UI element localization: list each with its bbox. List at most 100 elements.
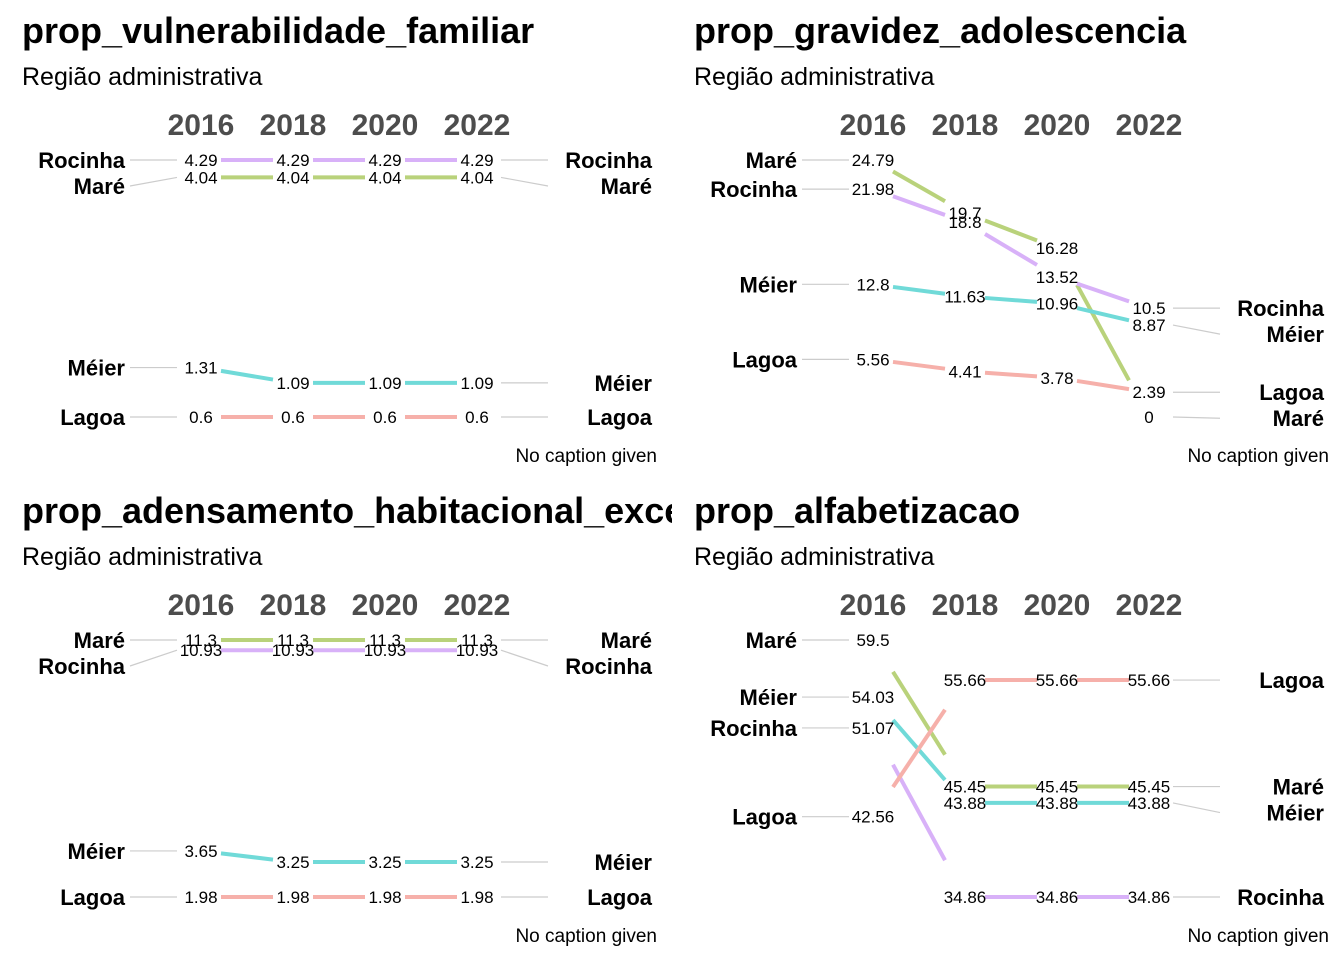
series-segment-rocinha: [892, 194, 946, 217]
series-segment-mare: [984, 218, 1038, 243]
value-label-mare-2018: 4.04: [276, 168, 309, 187]
series-segment-meier: [892, 284, 946, 296]
value-label-mare-2018: 45.45: [944, 778, 987, 797]
region-label-left-rocinha: Rocinha: [710, 177, 798, 202]
value-label-meier-2016: 3.65: [184, 842, 217, 861]
slope-chart: prop_adensamento_habitacional_excessivo R…: [22, 490, 672, 947]
region-label-right-meier: Méier: [1267, 322, 1325, 347]
slope-chart: prop_alfabetizacao Região administrativa N…: [694, 490, 1329, 947]
year-header-2022: 2022: [444, 109, 511, 142]
region-label-right-mare: Maré: [1273, 775, 1324, 800]
value-label-lagoa-2016: 5.56: [856, 350, 889, 369]
leader-lines: [129, 639, 549, 898]
value-label-meier-2020: 3.25: [368, 853, 401, 872]
region-label-left-rocinha: Rocinha: [38, 148, 126, 173]
series-lines: [891, 670, 1129, 899]
value-label-mare-2018: 19.7: [948, 204, 981, 223]
chart-title: prop_gravidez_adolescencia: [694, 10, 1187, 51]
series-segment-mare: [892, 169, 946, 204]
value-label-meier-2020: 10.96: [1036, 294, 1079, 313]
value-label-lagoa-2016: 1.98: [184, 888, 217, 907]
series-segment-rocinha: [891, 763, 947, 862]
region-label-right-meier: Méier: [1267, 801, 1325, 826]
value-label-rocinha-2016: 21.98: [852, 180, 895, 199]
region-label-left-rocinha: Rocinha: [38, 654, 126, 679]
series-segment-meier: [1076, 306, 1130, 323]
chart-panel-prop-gravidez-adolescencia: prop_gravidez_adolescencia Região adminis…: [672, 0, 1344, 480]
series-segment-mare: [1075, 283, 1131, 382]
value-label-lagoa-2016: 0.6: [189, 408, 213, 427]
slope-chart: prop_gravidez_adolescencia Região adminis…: [694, 10, 1329, 467]
value-labels: 11.3 11.3 11.3 11.310.93 10.93 10.93 10.933.65…: [180, 631, 499, 907]
value-label-lagoa-2020: 0.6: [373, 408, 397, 427]
value-label-mare-2022: 11.3: [461, 631, 493, 650]
value-label-mare-2020: 11.3: [369, 631, 401, 650]
value-label-lagoa-2022: 1.98: [460, 888, 493, 907]
value-label-lagoa-2018: 55.66: [944, 671, 987, 690]
region-label-right-lagoa: Lagoa: [1259, 380, 1325, 405]
series-segment-lagoa: [984, 370, 1038, 379]
value-label-meier-2020: 43.88: [1036, 794, 1079, 813]
region-label-right-rocinha: Rocinha: [565, 148, 653, 173]
value-label-lagoa-2020: 55.66: [1036, 671, 1079, 690]
value-label-lagoa-2018: 1.98: [276, 888, 309, 907]
year-header-2016: 2016: [840, 589, 907, 622]
region-label-right-lagoa: Lagoa: [587, 405, 653, 430]
value-labels: 24.79 19.7 16.28 0 21.98 18.8 13.52 10.5 12.8 11.…: [852, 151, 1166, 427]
region-label-left-lagoa: Lagoa: [732, 805, 798, 830]
region-label-left-meier: Méier: [740, 685, 798, 710]
leader-lines: [129, 159, 549, 418]
leader-lines: [802, 159, 1221, 419]
region-label-right-mare: Maré: [601, 174, 652, 199]
leader-line-right: [1172, 416, 1221, 419]
value-label-rocinha-2022: 10.93: [456, 641, 499, 660]
value-label-meier-2020: 1.09: [368, 374, 401, 393]
chart-panel-prop-adensamento-habitacional-excessivo: prop_adensamento_habitacional_excessivo R…: [0, 480, 672, 960]
series-segment-meier: [220, 851, 274, 862]
value-label-mare-2022: 4.04: [460, 168, 493, 187]
value-label-lagoa-2022: 0.6: [465, 408, 489, 427]
chart-caption: No caption given: [1187, 446, 1329, 467]
region-label-left-mare: Maré: [746, 148, 797, 173]
leader-lines: [802, 639, 1221, 898]
value-label-meier-2016: 1.31: [184, 359, 217, 378]
chart-panel-prop-vulnerabilidade-familiar: prop_vulnerabilidade_familiar Região admi…: [0, 0, 672, 480]
value-label-meier-2022: 1.09: [460, 374, 493, 393]
year-header-2020: 2020: [352, 109, 419, 142]
chart-subtitle: Região administrativa: [22, 543, 262, 571]
leader-line-right: [500, 649, 549, 667]
series-lines: [220, 638, 457, 899]
chart-subtitle: Região administrativa: [694, 543, 934, 571]
slope-chart: prop_vulnerabilidade_familiar Região admi…: [22, 10, 657, 467]
value-label-meier-2018: 1.09: [276, 374, 309, 393]
region-label-left-meier: Méier: [68, 839, 126, 864]
series-lines: [892, 169, 1131, 392]
value-label-rocinha-2018: 34.86: [944, 888, 987, 907]
leader-line-left: [129, 176, 178, 187]
value-label-meier-2016: 12.8: [856, 275, 889, 294]
region-label-right-mare: Maré: [601, 628, 652, 653]
region-label-left-mare: Maré: [746, 628, 797, 653]
value-label-meier-2022: 3.25: [460, 853, 493, 872]
region-labels: RocinhaMaréMéierLagoaRocinhaMaréMéierLag…: [38, 148, 653, 430]
region-labels: MaréMéierRocinhaLagoaLagoaMaréMéierRocin…: [710, 628, 1325, 910]
region-label-right-meier: Méier: [595, 371, 653, 396]
series-segment-mare: [891, 670, 947, 756]
leader-line-right: [1172, 802, 1221, 814]
region-label-left-mare: Maré: [74, 174, 125, 199]
value-label-rocinha-2020: 13.52: [1036, 268, 1079, 287]
value-label-rocinha-2020: 10.93: [364, 641, 407, 660]
year-header-2018: 2018: [932, 589, 999, 622]
value-label-mare-2016: 59.5: [856, 631, 889, 650]
value-label-mare-2022: 0: [1144, 408, 1153, 427]
region-label-right-rocinha: Rocinha: [1237, 296, 1325, 321]
value-label-meier-2016: 54.03: [852, 688, 895, 707]
year-header-2020: 2020: [1024, 109, 1091, 142]
value-label-lagoa-2020: 3.78: [1040, 369, 1073, 388]
region-label-left-lagoa: Lagoa: [60, 885, 126, 910]
value-label-rocinha-2022: 10.5: [1132, 299, 1165, 318]
region-label-left-lagoa: Lagoa: [60, 405, 126, 430]
value-label-mare-2016: 4.04: [184, 168, 217, 187]
region-label-left-meier: Méier: [740, 272, 798, 297]
region-labels: MaréRocinhaMéierLagoaRocinhaMéierLagoaMa…: [710, 148, 1325, 431]
